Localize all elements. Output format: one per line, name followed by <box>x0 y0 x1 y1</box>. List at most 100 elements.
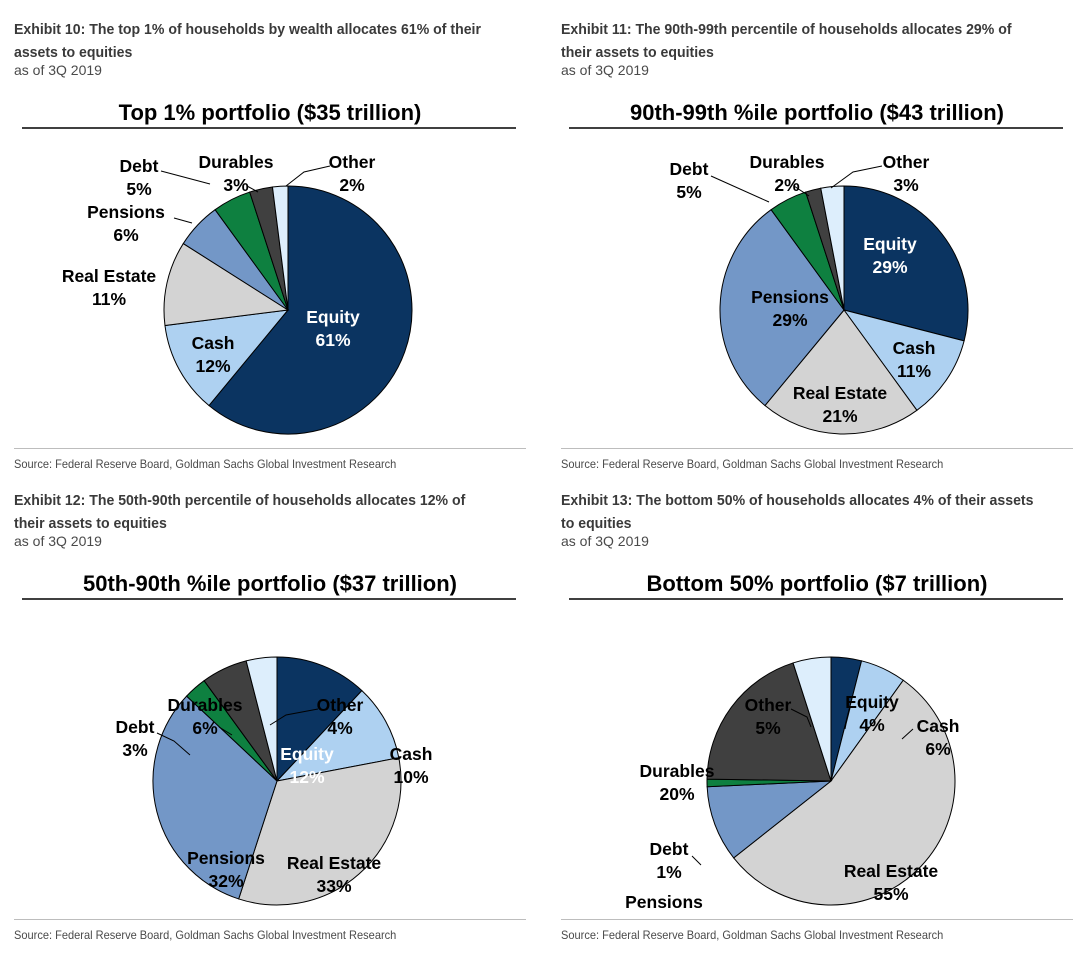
source-note: Source: Federal Reserve Board, Goldman S… <box>561 928 944 942</box>
pie-slice-real-estate <box>733 679 956 906</box>
pie-slice-pensions <box>152 695 278 900</box>
exhibit-title: Exhibit 10: The top 1% of households by … <box>14 21 481 61</box>
pie-slice-equity <box>843 185 969 342</box>
slice-value-label: 11% <box>897 361 931 381</box>
source-note: Source: Federal Reserve Board, Goldman S… <box>14 928 397 942</box>
slice-name-label: Equity <box>306 307 360 327</box>
pie-slices <box>706 656 956 906</box>
slice-name-label: Real Estate <box>793 383 888 403</box>
pie-slice-cash <box>164 309 290 407</box>
slice-name-label: Debt <box>670 159 709 179</box>
slice-name-label: Debt <box>120 156 159 176</box>
slice-value-label: 55% <box>873 884 908 904</box>
pie-slice-durables <box>706 662 832 782</box>
leader-line-other <box>790 708 812 728</box>
leader-line-durables <box>218 726 233 736</box>
slice-value-label: 21% <box>822 406 857 426</box>
exhibit-12-panel: Exhibit 12: The 50th-90th percentile of … <box>14 489 526 953</box>
slice-value-label: 3% <box>893 175 919 195</box>
exhibit-title: Exhibit 11: The 90th-99th percentile of … <box>561 21 1012 61</box>
slice-name-label: Pensions <box>751 287 829 307</box>
slice-name-label: Real Estate <box>287 853 382 873</box>
slice-name-label: Pensions <box>625 892 703 912</box>
leader-line-debt <box>156 732 191 756</box>
slice-value-label: 61% <box>315 330 350 350</box>
pie-chart: 90th-99th %ile portfolio ($43 trillion) … <box>569 100 1063 435</box>
slice-value-label: 2% <box>339 175 365 195</box>
pie-slice-real-estate <box>238 757 402 906</box>
slice-name-label: Durables <box>750 152 825 172</box>
footer-rule <box>561 448 1073 449</box>
slice-name-label: Cash <box>192 333 235 353</box>
slice-name-label: Cash <box>390 744 433 764</box>
leader-line-pensions <box>173 217 193 224</box>
pie-slice-pensions <box>719 208 845 407</box>
chart-title: 50th-90th %ile portfolio ($37 trillion) <box>83 571 457 596</box>
exhibit-title: Exhibit 13: The bottom 50% of households… <box>561 492 1034 532</box>
slice-value-label: 4% <box>859 715 885 735</box>
pie-slice-pensions <box>706 780 833 859</box>
exhibit-13-panel: Exhibit 13: The bottom 50% of households… <box>561 489 1073 953</box>
pie-slice-other <box>271 185 289 311</box>
slice-value-label: 3% <box>122 740 148 760</box>
slice-value-label: 12% <box>195 356 230 376</box>
slice-name-label: Real Estate <box>62 266 157 286</box>
pie-labels: Equity 61% Cash 12% Real Estate 11% Pensions 6%… <box>62 152 376 376</box>
exhibit-11-panel: Exhibit 11: The 90th-99th percentile of … <box>561 18 1073 482</box>
leader-line-debt <box>710 175 770 203</box>
leader-line-other <box>830 165 883 189</box>
slice-value-label: 6% <box>192 718 218 738</box>
slice-value-label: 33% <box>316 876 351 896</box>
pie-slice-real-estate <box>163 242 290 327</box>
pie-slice-other <box>792 656 832 782</box>
exhibit-10-panel: Exhibit 10: The top 1% of households by … <box>14 18 526 482</box>
pie-chart: 50th-90th %ile portfolio ($37 trillion) … <box>22 571 516 906</box>
slice-name-label: Other <box>745 695 792 715</box>
leader-line-debt <box>160 170 211 185</box>
footer-rule <box>14 448 526 449</box>
pie-slice-other <box>245 656 278 782</box>
slice-value-label: 20% <box>659 784 694 804</box>
pie-slices <box>152 656 402 906</box>
leader-line-other <box>285 165 331 187</box>
slice-value-label: 29% <box>772 310 807 330</box>
pie-slices <box>719 185 969 435</box>
footer-rule <box>561 919 1073 920</box>
source-note: Source: Federal Reserve Board, Goldman S… <box>14 457 397 471</box>
leader-line-cash <box>901 728 914 740</box>
slice-value-label: 5% <box>676 182 702 202</box>
slice-value-label: 11% <box>92 289 126 309</box>
leader-line-debt <box>691 855 702 866</box>
pie-slice-cash <box>275 689 400 782</box>
slice-name-label: Debt <box>650 839 689 859</box>
slice-name-label: Other <box>317 695 364 715</box>
chart-title: Top 1% portfolio ($35 trillion) <box>119 100 422 125</box>
slice-value-label: 12% <box>289 767 324 787</box>
chart-title: Bottom 50% portfolio ($7 trillion) <box>647 571 988 596</box>
pie-chart: Bottom 50% portfolio ($7 trillion) Equit… <box>569 571 1063 912</box>
slice-value-label: 10% <box>393 767 428 787</box>
slice-name-label: Other <box>329 152 376 172</box>
slice-value-label: 32% <box>208 871 243 891</box>
exhibit-subtitle: as of 3Q 2019 <box>14 62 102 78</box>
slice-value-label: 5% <box>755 718 781 738</box>
pie-chart: Top 1% portfolio ($35 trillion) Equity 61… <box>22 100 516 435</box>
slice-value-label: 6% <box>925 739 951 759</box>
slice-value-label: 2% <box>774 175 800 195</box>
slice-name-label: Cash <box>893 338 936 358</box>
slice-name-label: Equity <box>280 744 334 764</box>
slice-name-label: Debt <box>116 717 155 737</box>
slice-name-label: Durables <box>640 761 715 781</box>
slice-value-label: 5% <box>126 179 152 199</box>
slice-name-label: Cash <box>917 716 960 736</box>
slice-name-label: Real Estate <box>844 861 939 881</box>
pie-slice-real-estate <box>764 309 918 435</box>
pie-labels: Equity 12% Cash 10% Real Estate 33% Pensions 32… <box>116 695 433 896</box>
pie-slice-equity <box>276 656 363 783</box>
slice-name-label: Equity <box>863 234 917 254</box>
slice-value-label: 1% <box>656 862 682 882</box>
exhibit-title: Exhibit 12: The 50th-90th percentile of … <box>14 492 466 532</box>
exhibit-subtitle: as of 3Q 2019 <box>561 533 649 549</box>
slice-value-label: 3% <box>223 175 249 195</box>
